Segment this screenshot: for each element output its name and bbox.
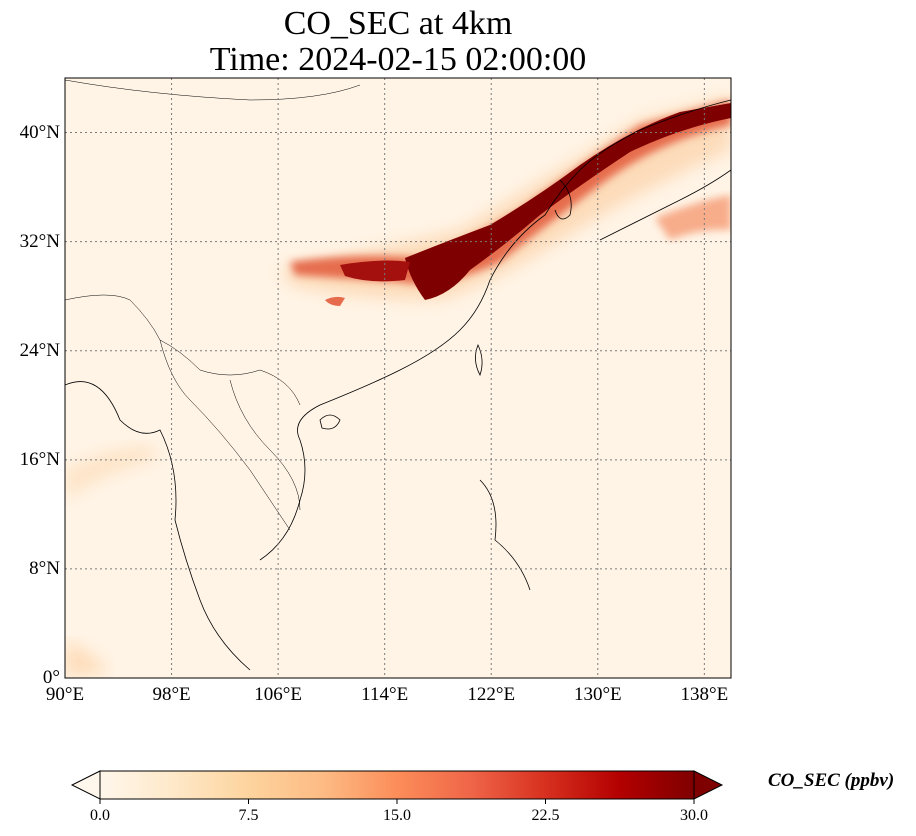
gridlines xyxy=(65,78,731,678)
colorbar-gradient xyxy=(99,770,695,800)
map-title-line1: CO_SEC at 4km xyxy=(283,5,513,42)
colorbar-tick-label: 22.5 xyxy=(531,807,560,824)
lon-tick-label: 130°E xyxy=(573,684,622,705)
lon-tick-label: 98°E xyxy=(152,684,191,705)
colorbar-extend-max xyxy=(693,770,724,800)
lon-tick-label: 106°E xyxy=(254,684,302,705)
colorbar-tick-label: 0.0 xyxy=(90,807,110,824)
colorbar xyxy=(70,770,724,804)
colorbar-title: CO_SEC (ppbv) xyxy=(768,770,895,791)
colorbar-extend-min xyxy=(70,770,101,800)
lat-tick-label: 0° xyxy=(42,667,60,688)
map-frame xyxy=(64,77,732,679)
colorbar-tick-label: 30.0 xyxy=(680,807,708,824)
lon-tick-label: 138°E xyxy=(680,684,729,705)
lat-tick-label: 8°N xyxy=(29,557,60,579)
lon-tick-label: 122°E xyxy=(467,684,516,705)
colorbar-tick-label: 15.0 xyxy=(383,807,411,824)
colorbar-tick-label: 7.5 xyxy=(238,807,259,824)
lat-tick-label: 32°N xyxy=(19,230,60,252)
map-title-line2: Time: 2024-02-15 02:00:00 xyxy=(209,41,587,78)
coastlines xyxy=(65,99,731,671)
lon-tick-label: 114°E xyxy=(361,684,409,705)
borders xyxy=(65,79,361,531)
lon-tick-label: 90°E xyxy=(45,684,85,705)
lat-tick-label: 16°N xyxy=(19,448,60,470)
co-field xyxy=(65,96,731,678)
lat-tick-label: 40°N xyxy=(19,121,60,143)
lat-tick-label: 24°N xyxy=(19,339,60,361)
